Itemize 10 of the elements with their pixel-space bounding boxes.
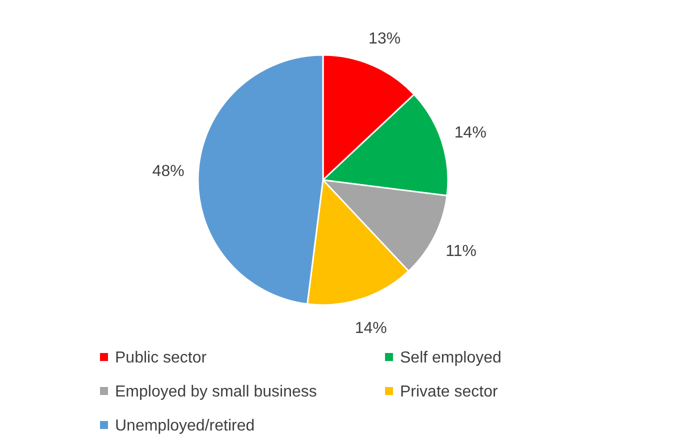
legend-label: Public sector: [115, 350, 208, 367]
legend-label: Unemployed/retired: [115, 418, 255, 435]
data-label: 48%: [152, 162, 184, 180]
data-label: 11%: [446, 242, 477, 260]
legend-label: Self employed: [400, 350, 502, 367]
data-label: 13%: [368, 30, 401, 48]
data-label: 14%: [454, 124, 486, 142]
legend-label: Employed by small business: [115, 384, 317, 401]
data-label: 14%: [354, 320, 387, 338]
legend-label: Private sector: [400, 384, 498, 401]
